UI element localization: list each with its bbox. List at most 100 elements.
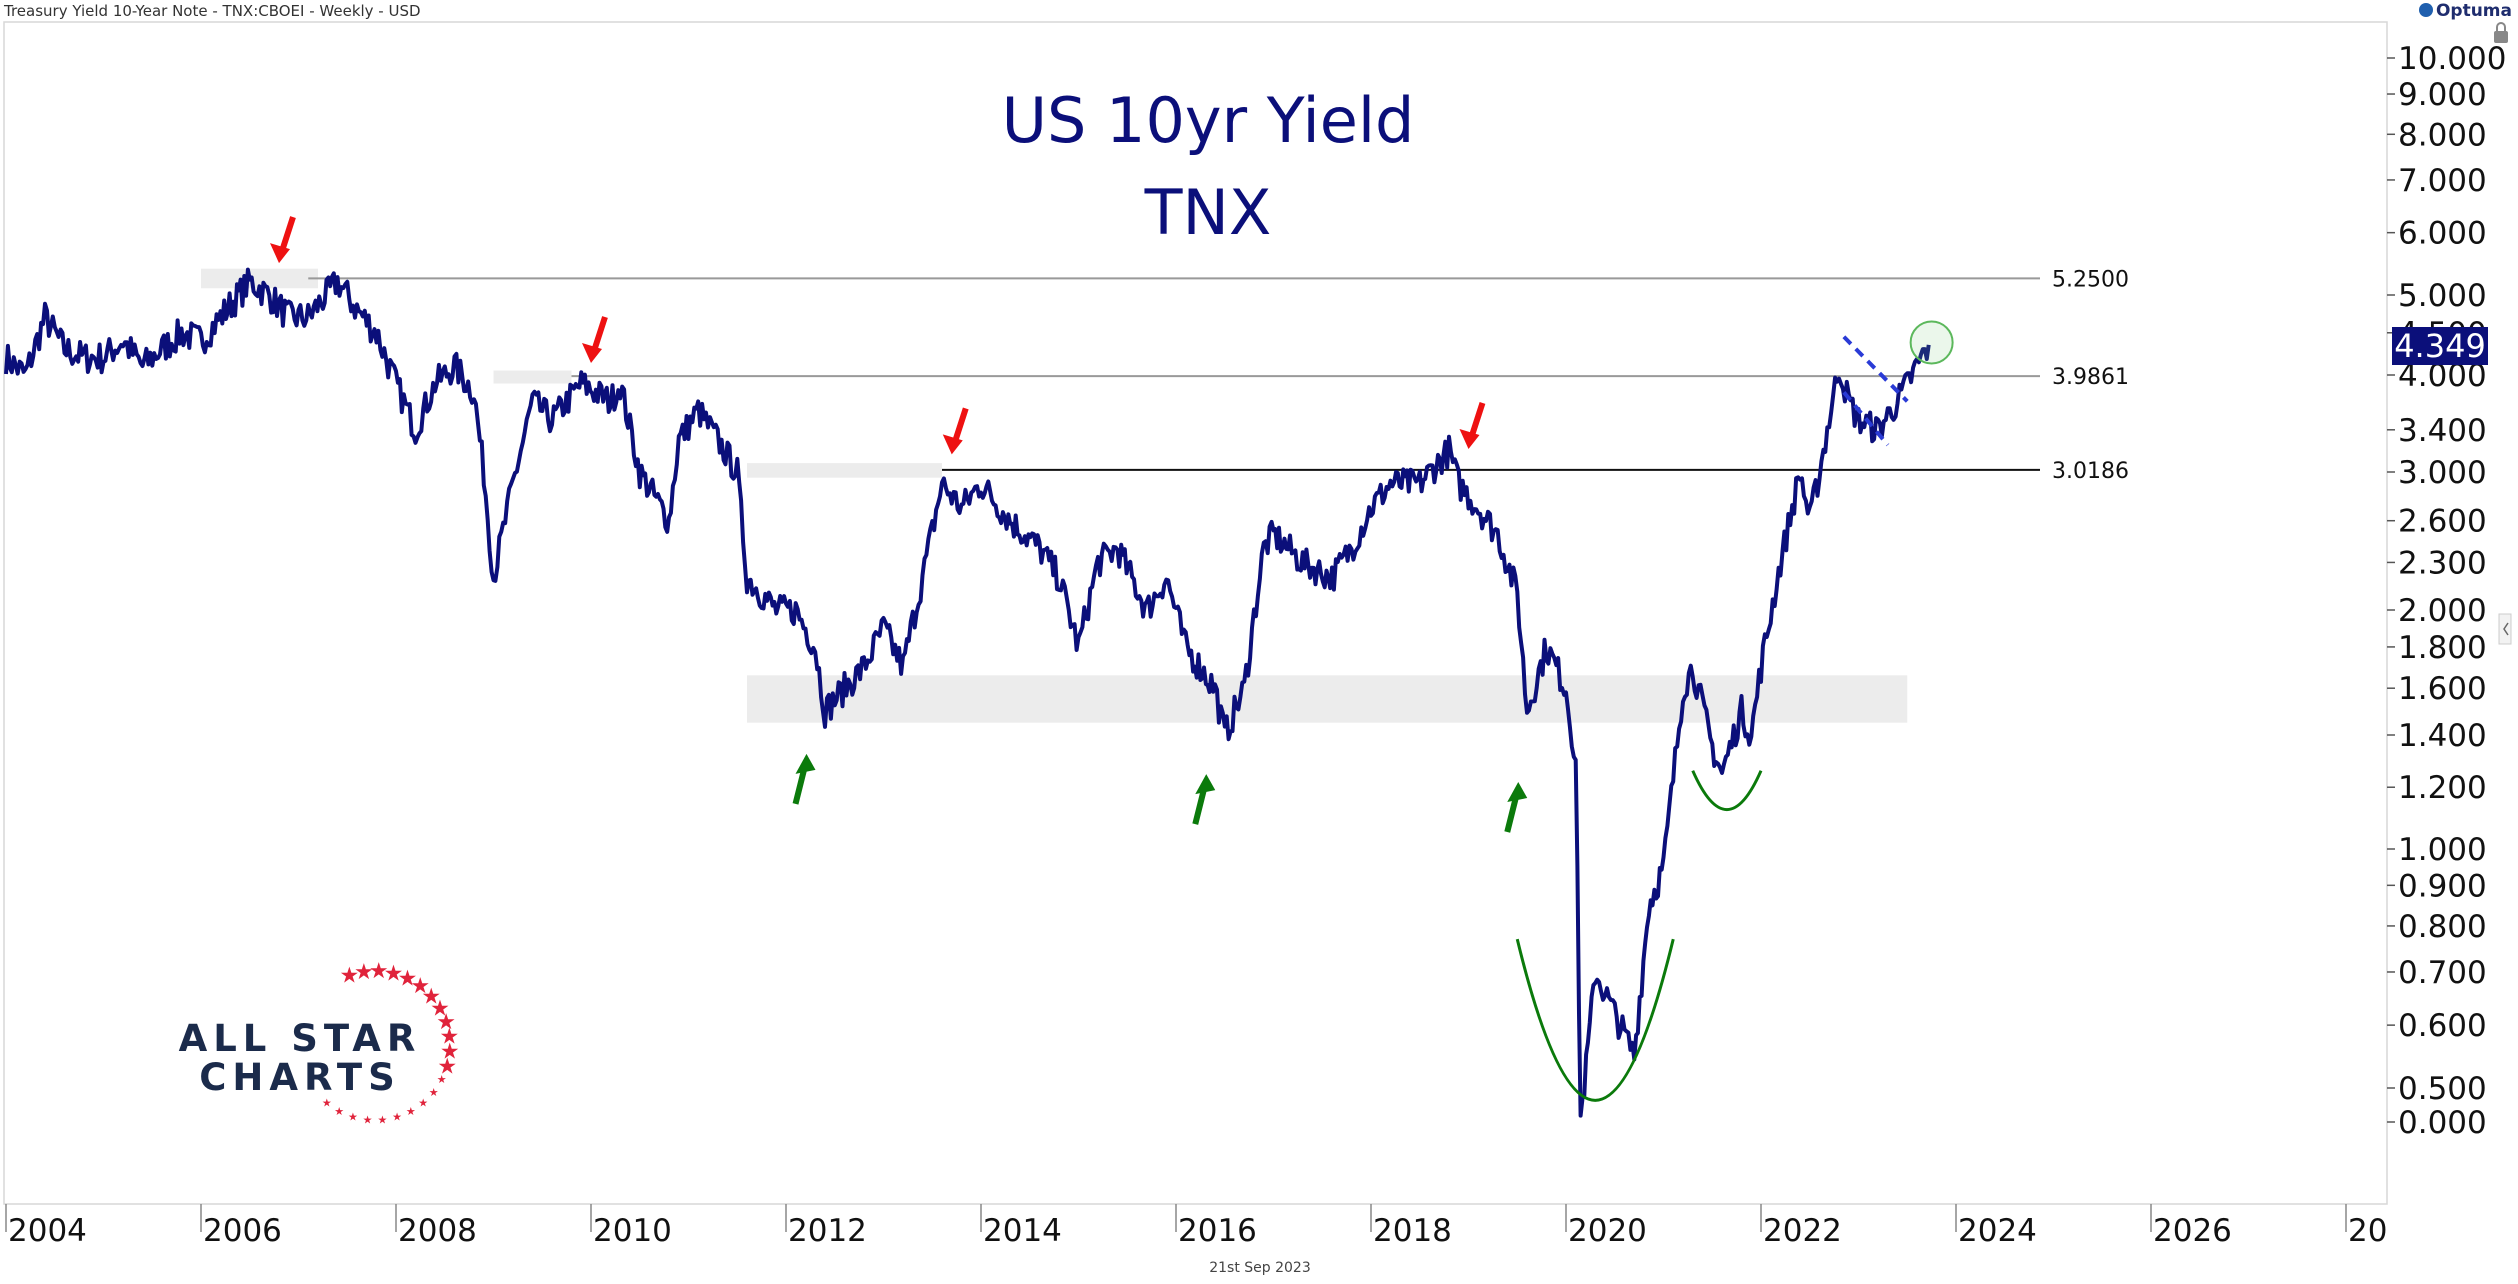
logo-line1: ALL STAR: [179, 1017, 422, 1060]
x-tick-label-11: 2026: [2153, 1213, 2232, 1249]
support-arrow-2: [1504, 782, 1528, 833]
logo-star-13: ★: [429, 1086, 439, 1099]
zone-band-3: [747, 675, 1908, 723]
resistance-arrow-2-shaft: [951, 407, 969, 444]
logo-star-0: ★: [339, 964, 359, 989]
y-tick-label-1: 9.000: [2398, 77, 2487, 113]
y-tick-label-18: 0.900: [2398, 868, 2487, 904]
zone-band-0: [201, 268, 318, 289]
chart-title: US 10yr Yield: [1002, 84, 1415, 157]
logo-star-2: ★: [369, 959, 389, 984]
support-arrow-2-head: [1507, 782, 1528, 803]
zone-bands: [201, 268, 1908, 723]
y-tick-label-21: 0.600: [2398, 1008, 2487, 1044]
x-tick-label-5: 2014: [983, 1213, 1062, 1249]
highlight-circle: [1909, 320, 1954, 365]
x-tick-label-4: 2012: [788, 1213, 867, 1249]
y-tick-label-16: 1.200: [2398, 770, 2487, 806]
logo-star-7: ★: [430, 997, 450, 1022]
annotations: [270, 216, 1954, 1102]
footer-date: 21st Sep 2023: [1209, 1260, 1311, 1276]
support-arrow-0-head: [795, 753, 816, 774]
x-tick-label-3: 2010: [593, 1213, 672, 1249]
resistance-arrow-1-head: [582, 343, 602, 363]
chart-subtitle: TNX: [1144, 176, 1272, 249]
support-arrow-0-shaft: [792, 767, 808, 805]
logo-star-21: ★: [322, 1096, 332, 1109]
resistance-arrow-0-head: [270, 243, 290, 264]
annotation-arc-1: [1691, 770, 1763, 812]
logo-line2: CHARTS: [199, 1056, 400, 1099]
x-tick-label-1: 2006: [203, 1213, 282, 1249]
zone-band-2: [747, 463, 942, 478]
price-line: [4, 267, 1931, 1118]
resistance-arrow-2-head: [942, 434, 963, 455]
logo-star-12: ★: [437, 1073, 447, 1086]
price-series: [4, 267, 1931, 1118]
horizontal-levels: 5.2500 3.9861 3.0186: [308, 267, 2129, 484]
logo-star-11: ★: [437, 1054, 457, 1079]
lock-icon[interactable]: [2494, 22, 2508, 43]
logo-star-4: ★: [398, 966, 418, 991]
y-tick-label-0: 10.000: [2398, 41, 2506, 77]
y-axis: 10.0009.0008.0007.0006.0005.0004.5004.00…: [2387, 41, 2506, 1141]
y-tick-label-15: 1.400: [2398, 718, 2487, 754]
level-label-0: 5.2500: [2052, 267, 2129, 292]
y-tick-label-5: 5.000: [2398, 278, 2487, 314]
channel-lower: [1842, 391, 1890, 447]
allstar-logo: ALL STAR CHARTS ★★★★★★★★★★★★★★★★★★★★★★: [179, 959, 460, 1127]
collapse-panel-icon[interactable]: [2498, 613, 2512, 645]
x-tick-label-12: 20: [2348, 1213, 2387, 1249]
current-price-box: 4.349: [2392, 327, 2488, 365]
y-tick-label-17: 1.000: [2398, 832, 2487, 868]
support-arrow-2-shaft: [1504, 795, 1520, 833]
logo-star-3: ★: [384, 961, 404, 986]
annotation-arc-0: [1515, 938, 1675, 1102]
logo-star-15: ★: [406, 1105, 416, 1118]
y-tick-label-8: 3.400: [2398, 413, 2487, 449]
resistance-arrow-0: [270, 216, 296, 264]
y-tick-label-3: 7.000: [2398, 163, 2487, 199]
y-tick-label-20: 0.700: [2398, 955, 2487, 991]
x-tick-label-9: 2022: [1763, 1213, 1842, 1249]
logo-star-20: ★: [334, 1105, 344, 1118]
x-tick-label-0: 2004: [8, 1213, 87, 1249]
current-price-bg: [2392, 327, 2488, 365]
optuma-logo-icon: [2418, 3, 2433, 17]
level-label-2: 3.0186: [2052, 459, 2129, 484]
resistance-arrow-1-shaft: [591, 316, 608, 352]
support-arrow-1-head: [1195, 774, 1216, 795]
y-tick-label-14: 1.600: [2398, 671, 2487, 707]
logo-star-6: ★: [421, 984, 441, 1009]
y-tick-label-2: 8.000: [2398, 117, 2487, 153]
x-axis: 2004 2006 2008 2010 2012 2014 2016 2018 2020 2022…: [5, 1204, 2387, 1249]
current-price-label: 4.349: [2394, 327, 2486, 365]
x-tick-label-7: 2018: [1373, 1213, 1452, 1249]
logo-star-9: ★: [440, 1025, 460, 1050]
resistance-arrow-3-head: [1459, 428, 1480, 449]
support-arrow-0: [792, 753, 816, 805]
y-tick-label-11: 2.300: [2398, 545, 2487, 581]
logo-star-14: ★: [418, 1096, 428, 1109]
resistance-arrow-2: [942, 407, 969, 455]
y-tick-label-19: 0.800: [2398, 909, 2487, 945]
y-tick-label-10: 2.600: [2398, 504, 2487, 540]
logo-star-1: ★: [354, 960, 374, 985]
support-arrow-1-shaft: [1192, 787, 1208, 825]
y-tick-label-4: 6.000: [2398, 216, 2487, 252]
y-tick-label-9: 3.000: [2398, 455, 2487, 491]
y-tick-label-12: 2.000: [2398, 593, 2487, 629]
y-tick-label-23: 0.000: [2398, 1105, 2487, 1141]
logo-star-19: ★: [348, 1111, 358, 1124]
optuma-brand: Optuma: [2418, 1, 2512, 21]
level-label-1: 3.9861: [2052, 365, 2129, 390]
logo-star-8: ★: [436, 1010, 456, 1035]
resistance-arrow-0-shaft: [279, 216, 296, 253]
channel-upper: [1842, 335, 1909, 403]
resistance-arrow-3: [1459, 402, 1486, 449]
logo-star-10: ★: [440, 1040, 460, 1065]
y-tick-label-22: 0.500: [2398, 1071, 2487, 1107]
logo-star-5: ★: [410, 974, 430, 999]
logo-star-17: ★: [378, 1114, 388, 1127]
